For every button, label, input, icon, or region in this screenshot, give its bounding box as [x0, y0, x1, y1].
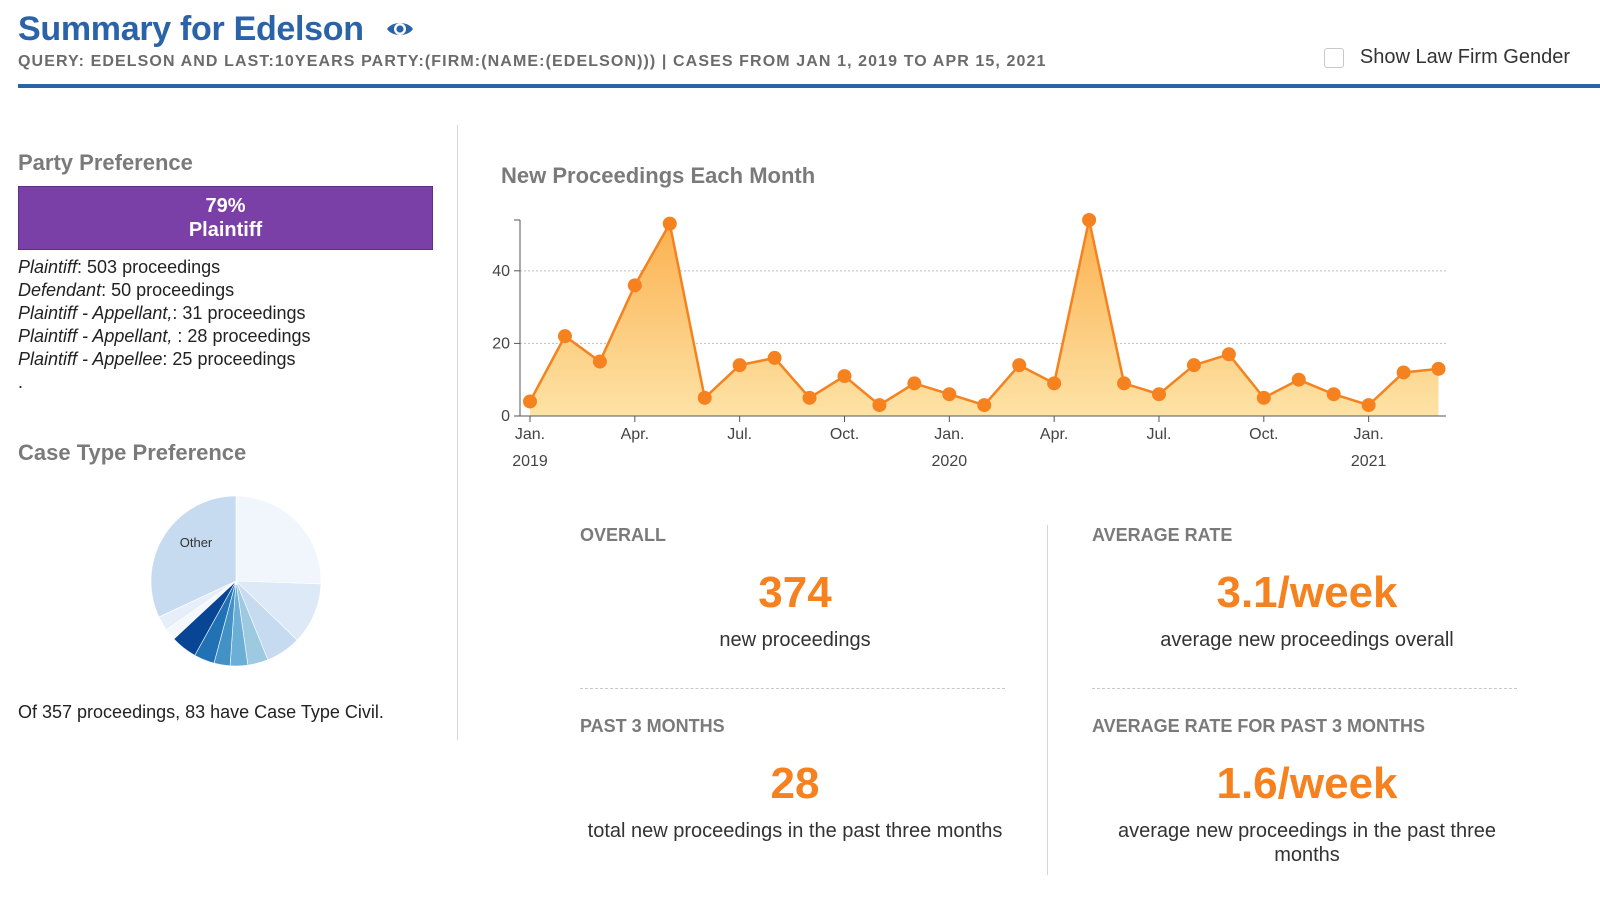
party-list-item: Plaintiff: 503 proceedings — [18, 257, 221, 277]
party-preference-title: Party Preference — [18, 150, 193, 175]
data-point — [662, 216, 677, 231]
party-list-trailing: . — [18, 372, 24, 392]
x-year-label: 2019 — [512, 453, 548, 470]
data-point — [1047, 376, 1062, 391]
stat-past-3-months: PAST 3 MONTHS 28 total new proceedings i… — [580, 716, 1010, 843]
x-tick-label: Apr. — [621, 426, 649, 443]
gender-toggle-label: Show Law Firm Gender — [1359, 46, 1570, 68]
stat-overall-label: OVERALL — [580, 525, 667, 545]
data-point — [1117, 376, 1132, 391]
x-year-label: 2021 — [1351, 453, 1387, 470]
y-tick-label: 40 — [492, 263, 510, 280]
stat-average-rate-value: 3.1/week — [1216, 568, 1398, 617]
party-bar-percent: 79% — [205, 195, 246, 217]
stat-divider-left — [580, 688, 1005, 689]
stat-average-rate-past-3-months: AVERAGE RATE FOR PAST 3 MONTHS 1.6/week … — [1092, 716, 1522, 867]
stats-divider — [1047, 525, 1048, 875]
data-point — [802, 390, 817, 405]
data-point — [697, 390, 712, 405]
stat-past-3-months-value: 28 — [770, 759, 820, 808]
stat-average-rate-past-3-months-label: AVERAGE RATE FOR PAST 3 MONTHS — [1092, 716, 1426, 736]
case-type-pie: Other — [148, 493, 324, 674]
pie-slice — [235, 580, 322, 641]
data-point — [1291, 372, 1306, 387]
stat-average-rate-past-3-months-desc: average new proceedings in the past thre… — [1117, 820, 1497, 866]
x-year-label: 2020 — [932, 453, 968, 470]
x-tick-label: Apr. — [1040, 426, 1068, 443]
eye-icon[interactable] — [386, 19, 414, 44]
x-tick-label: Jul. — [727, 426, 752, 443]
query-text: QUERY: EDELSON AND LAST:10YEARS PARTY:(F… — [18, 53, 1047, 70]
chart-title: New Proceedings Each Month — [501, 163, 816, 188]
stat-overall-value: 374 — [758, 568, 832, 617]
data-point — [1221, 347, 1236, 362]
case-type-preference-title: Case Type Preference — [18, 440, 247, 465]
y-tick-label: 0 — [501, 408, 510, 425]
case-type-note: Of 357 proceedings, 83 have Case Type Ci… — [18, 702, 384, 722]
page-header: Summary for Edelson QUERY: EDELSON AND L… — [18, 10, 1600, 90]
x-tick-label: Oct. — [1249, 426, 1278, 443]
party-preference-bar[interactable]: 79% Plaintiff — [18, 186, 433, 250]
x-tick-label: Jan. — [934, 426, 964, 443]
data-point — [837, 369, 852, 384]
column-divider — [457, 125, 458, 740]
data-point — [627, 278, 642, 293]
data-point — [1431, 361, 1446, 376]
party-bar-label: Plaintiff — [188, 219, 263, 241]
stat-past-3-months-label: PAST 3 MONTHS — [580, 716, 725, 736]
law-firm-gender-toggle[interactable]: Show Law Firm Gender — [1323, 46, 1570, 69]
party-list-item: Plaintiff - Appellant,: 31 proceedings — [18, 303, 306, 323]
data-point — [942, 387, 957, 402]
pie-slice — [235, 495, 322, 585]
data-point — [1256, 390, 1271, 405]
pie-slice — [150, 495, 237, 618]
data-point — [732, 358, 747, 373]
y-tick-label: 20 — [492, 335, 510, 352]
data-point — [977, 398, 992, 413]
x-tick-label: Jan. — [515, 426, 545, 443]
data-point — [523, 394, 537, 409]
stat-average-rate-label: AVERAGE RATE — [1092, 525, 1233, 545]
data-point — [592, 354, 607, 369]
stat-overall-desc: new proceedings — [719, 629, 871, 651]
data-point — [1326, 387, 1341, 402]
title-row: Summary for Edelson — [18, 10, 1600, 49]
header-divider — [18, 84, 1600, 88]
party-list-item: Plaintiff - Appellant, : 28 proceedings — [18, 326, 311, 346]
area-fill — [530, 220, 1439, 416]
party-list: Plaintiff: 503 proceedings Defendant: 50… — [18, 256, 438, 394]
stat-average-rate: AVERAGE RATE 3.1/week average new procee… — [1092, 525, 1522, 652]
data-point — [1396, 365, 1411, 380]
page-title: Summary for Edelson — [18, 10, 364, 48]
party-list-item: Defendant: 50 proceedings — [18, 280, 235, 300]
x-tick-label: Jan. — [1354, 426, 1384, 443]
data-point — [1186, 358, 1201, 373]
stat-overall: OVERALL 374 new proceedings — [580, 525, 1010, 652]
party-preference-section: Party Preference 79% Plaintiff Plaintiff… — [18, 150, 438, 394]
stat-past-3-months-desc: total new proceedings in the past three … — [587, 820, 1003, 842]
data-point — [907, 376, 922, 391]
data-point — [1012, 358, 1027, 373]
data-point — [557, 329, 572, 344]
data-point — [872, 398, 887, 413]
stat-average-rate-desc: average new proceedings overall — [1160, 629, 1454, 651]
gender-checkbox[interactable] — [1323, 47, 1344, 68]
data-point — [1151, 387, 1166, 402]
proceedings-chart: 0 20 40 Jan. 2019 Apr. Jul. Oct. Jan. 2020 Apr. Jul… — [492, 213, 1446, 470]
pie-label-other: Other — [180, 535, 213, 550]
x-tick-label: Jul. — [1147, 426, 1172, 443]
data-point — [1082, 213, 1097, 227]
stat-average-rate-past-3-months-value: 1.6/week — [1216, 759, 1398, 808]
party-list-item: Plaintiff - Appellee: 25 proceedings — [18, 349, 296, 369]
x-tick-label: Oct. — [830, 426, 859, 443]
stat-divider-right — [1092, 688, 1517, 689]
data-point — [767, 350, 782, 365]
data-point — [1361, 398, 1376, 413]
